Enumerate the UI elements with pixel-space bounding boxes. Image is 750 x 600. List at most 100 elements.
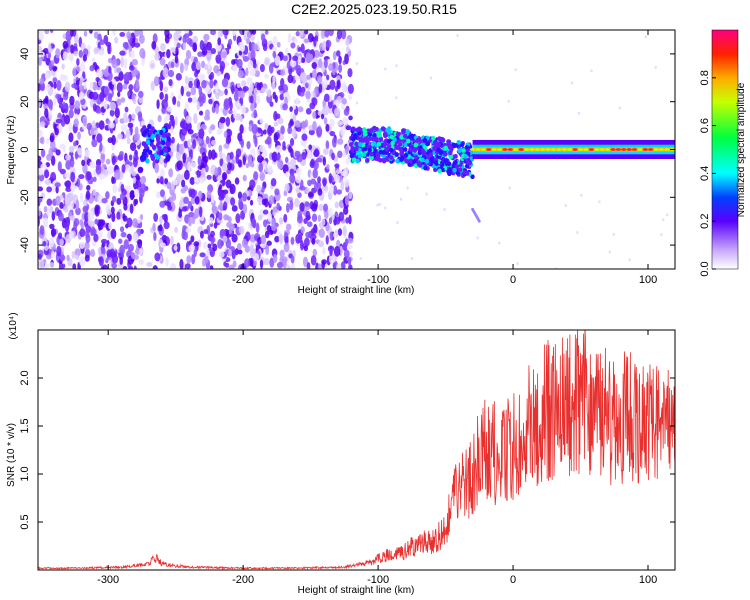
x-tick-label: -300: [97, 274, 119, 286]
spectrogram-cell: [152, 33, 158, 44]
spectrogram-cell: [372, 132, 377, 138]
spectrogram-cell: [49, 135, 55, 143]
spectrogram-cell: [244, 258, 251, 268]
spectrogram-cell: [206, 174, 212, 180]
spectrogram-cell: [50, 185, 57, 193]
spectrogram-cell: [256, 82, 262, 91]
spectrogram-cell: [415, 138, 421, 143]
spectrogram-cell: [165, 156, 171, 162]
spectrogram-cell: [99, 142, 103, 152]
spectrogram-cell: [166, 124, 172, 130]
spectrogram-cell: [59, 238, 64, 247]
spectrogram-cell: [331, 137, 337, 148]
spectrogram-cell: [250, 49, 256, 61]
spectrogram-cell: [343, 167, 349, 176]
spectrogram-cell: [240, 43, 246, 53]
spectrogram-cell: [206, 88, 212, 95]
spectrogram-cell: [453, 159, 458, 165]
spectrogram-cell: [312, 248, 318, 257]
spectrogram-cell: [608, 250, 612, 254]
spectrogram-cell: [206, 41, 212, 51]
spectrogram-cell: [39, 78, 44, 84]
spectrogram-cell: [275, 145, 283, 154]
spectrogram-cell: [159, 200, 166, 208]
spectrogram-cell: [146, 262, 153, 267]
spectrogram-cell: [242, 85, 249, 92]
spectrogram-cell: [44, 119, 50, 126]
spectrogram-cell: [432, 146, 437, 151]
spectrogram-cell: [618, 106, 622, 110]
spectrogram-cell: [332, 50, 337, 61]
spectrogram-cell: [236, 58, 243, 69]
spectrogram-cell: [300, 226, 305, 234]
spectrogram-cell: [65, 216, 71, 228]
spectrogram-cell: [93, 233, 99, 243]
spectrogram-cell: [164, 178, 169, 185]
spectrogram-cell: [217, 37, 222, 46]
spectrogram-cell: [119, 256, 124, 265]
y-tick-label: 2.0: [19, 370, 31, 385]
spectrogram-cell: [92, 176, 97, 183]
spectrogram-cell: [324, 30, 330, 38]
spectrogram-cell: [362, 129, 368, 134]
spectrogram-cell: [140, 175, 147, 184]
colorbar: 0.0 0.2 0.4 0.6 0.8 Normalized spectral ampl…: [699, 29, 747, 277]
spectrogram-cell: [138, 259, 143, 266]
spectrogram-cell: [367, 147, 372, 153]
spectrogram-cell: [217, 212, 223, 221]
spectrogram-cell: [508, 186, 511, 190]
spectrogram-cell: [336, 50, 341, 57]
spectrogram-cell: [305, 52, 311, 62]
spectrogram-cell: [227, 162, 232, 171]
spectrogram-cell: [228, 249, 232, 258]
spectrogram-cell: [161, 132, 167, 138]
spectrogram-cell: [68, 230, 74, 240]
spectrogram-cell: [457, 148, 462, 154]
spectrogram-cell: [279, 233, 284, 245]
spectrogram-cell: [477, 219, 481, 223]
spectrogram-cell: [208, 217, 214, 224]
spectrogram-cell: [110, 228, 117, 240]
spectrogram-cell: [345, 182, 349, 188]
spectrogram-cell: [348, 94, 353, 101]
spectrogram-cell: [247, 59, 254, 71]
spectrogram-cell: [615, 148, 621, 151]
spectrogram-cell: [320, 113, 325, 120]
spectrogram-cell: [200, 167, 206, 176]
spectrogram-cell: [79, 76, 84, 84]
spectrogram-cell: [156, 178, 160, 184]
spectrogram-cell: [96, 133, 103, 143]
spectrogram-cell: [272, 46, 278, 52]
spectrogram-cell: [246, 141, 251, 150]
spectrogram-cell: [134, 188, 140, 197]
spectrogram-cell: [358, 142, 363, 147]
spectrogram-cell: [396, 221, 399, 225]
spectrogram-cell: [119, 192, 125, 201]
spectrogram-cell: [120, 124, 128, 132]
spectrogram-cell: [257, 154, 263, 163]
spectrogram-cell: [77, 147, 83, 156]
spectrogram-cell: [232, 64, 238, 72]
spectrogram-cell: [247, 154, 252, 165]
spectrogram-cell: [44, 263, 49, 269]
spectrogram-cell: [80, 98, 86, 106]
spectrogram-cell: [124, 71, 131, 82]
spectrogram-cell: [313, 223, 318, 234]
spectrogram-cell: [173, 40, 178, 47]
spectrogram-cell: [120, 231, 127, 238]
spectrogram-cell: [354, 141, 359, 147]
spectrogram-cell: [176, 242, 181, 253]
spectrogram-cell: [225, 179, 232, 189]
spectrogram-cell: [205, 135, 210, 145]
spectrogram-cell: [89, 30, 93, 34]
spectrogram-cell: [399, 151, 404, 157]
spectrogram-cell: [310, 158, 315, 167]
spectrogram-cell: [62, 32, 66, 40]
spectrogram-cell: [469, 148, 476, 151]
spectrogram-cell: [262, 129, 267, 135]
spectrogram-cell: [282, 145, 287, 151]
spectrogram-cell: [180, 188, 187, 194]
spectrogram-cell: [316, 75, 323, 85]
spectrogram-cell: [71, 250, 76, 259]
spectrogram-cell: [203, 115, 211, 121]
